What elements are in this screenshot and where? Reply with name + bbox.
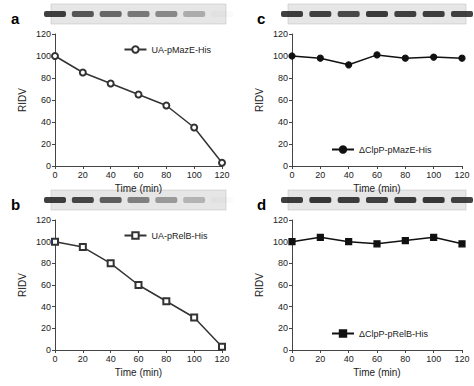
svg-text:RIDV: RIDV <box>17 273 28 297</box>
svg-text:Time (min): Time (min) <box>115 367 162 378</box>
svg-text:Time (min): Time (min) <box>115 183 162 194</box>
svg-text:60: 60 <box>133 354 143 364</box>
svg-text:120: 120 <box>273 215 288 225</box>
svg-text:RIDV: RIDV <box>17 88 28 112</box>
svg-text:0: 0 <box>46 161 51 171</box>
svg-text:100: 100 <box>426 170 441 180</box>
svg-text:0: 0 <box>283 161 288 171</box>
svg-text:80: 80 <box>41 73 51 83</box>
svg-text:60: 60 <box>372 354 382 364</box>
svg-text:40: 40 <box>41 117 51 127</box>
svg-text:60: 60 <box>278 280 288 290</box>
svg-text:120: 120 <box>214 354 229 364</box>
svg-text:0: 0 <box>289 354 294 364</box>
svg-text:c: c <box>257 10 265 27</box>
svg-text:80: 80 <box>278 73 288 83</box>
svg-text:80: 80 <box>41 258 51 268</box>
svg-text:120: 120 <box>214 170 229 180</box>
svg-text:Time (min): Time (min) <box>353 367 400 378</box>
svg-text:d: d <box>257 196 266 213</box>
svg-text:100: 100 <box>187 354 202 364</box>
svg-text:UA-pMazE-His: UA-pMazE-His <box>151 45 211 55</box>
svg-text:40: 40 <box>344 170 354 180</box>
svg-text:120: 120 <box>454 354 469 364</box>
svg-text:40: 40 <box>106 354 116 364</box>
svg-text:20: 20 <box>315 354 325 364</box>
svg-text:60: 60 <box>278 95 288 105</box>
svg-text:20: 20 <box>41 139 51 149</box>
svg-text:0: 0 <box>289 170 294 180</box>
svg-text:100: 100 <box>36 51 51 61</box>
svg-text:Time (min): Time (min) <box>353 183 400 194</box>
svg-text:40: 40 <box>278 302 288 312</box>
svg-text:ΔClpP-pMazE-His: ΔClpP-pMazE-His <box>359 145 432 155</box>
svg-text:60: 60 <box>41 95 51 105</box>
svg-text:RIDV: RIDV <box>254 88 265 112</box>
svg-text:20: 20 <box>78 354 88 364</box>
svg-text:100: 100 <box>426 354 441 364</box>
svg-text:60: 60 <box>372 170 382 180</box>
svg-text:80: 80 <box>400 354 410 364</box>
svg-text:80: 80 <box>161 354 171 364</box>
svg-text:120: 120 <box>454 170 469 180</box>
svg-text:100: 100 <box>273 237 288 247</box>
svg-text:RIDV: RIDV <box>254 273 265 297</box>
svg-text:20: 20 <box>278 139 288 149</box>
svg-text:0: 0 <box>52 354 57 364</box>
svg-text:UA-pRelB-His: UA-pRelB-His <box>151 231 208 241</box>
svg-text:80: 80 <box>161 170 171 180</box>
svg-text:100: 100 <box>187 170 202 180</box>
svg-text:a: a <box>11 10 20 27</box>
svg-text:100: 100 <box>36 237 51 247</box>
svg-text:40: 40 <box>278 117 288 127</box>
svg-text:40: 40 <box>106 170 116 180</box>
svg-text:40: 40 <box>41 302 51 312</box>
svg-text:60: 60 <box>133 170 143 180</box>
svg-text:120: 120 <box>273 29 288 39</box>
svg-text:ΔClpP-pRelB-His: ΔClpP-pRelB-His <box>359 329 429 339</box>
svg-text:100: 100 <box>273 51 288 61</box>
svg-text:60: 60 <box>41 280 51 290</box>
svg-text:0: 0 <box>283 345 288 355</box>
svg-text:0: 0 <box>52 170 57 180</box>
svg-text:20: 20 <box>278 323 288 333</box>
svg-text:120: 120 <box>36 215 51 225</box>
svg-text:120: 120 <box>36 29 51 39</box>
svg-text:20: 20 <box>78 170 88 180</box>
svg-text:20: 20 <box>315 170 325 180</box>
svg-text:0: 0 <box>46 345 51 355</box>
svg-text:20: 20 <box>41 323 51 333</box>
svg-text:40: 40 <box>344 354 354 364</box>
svg-text:b: b <box>11 196 20 213</box>
svg-text:80: 80 <box>400 170 410 180</box>
svg-text:80: 80 <box>278 258 288 268</box>
